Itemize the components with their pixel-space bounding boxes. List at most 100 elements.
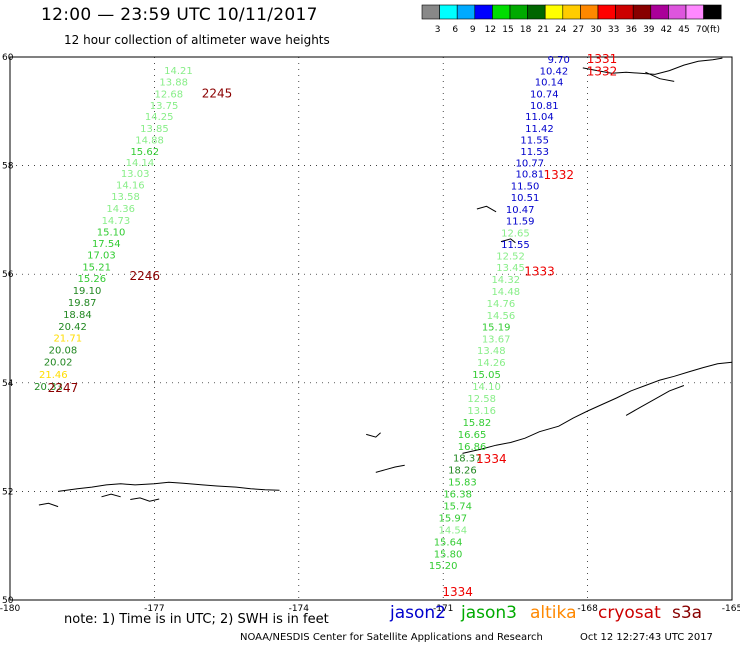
wave-height-label: 12.68 [155,89,184,100]
footer-credit: NOAA/NESDIS Center for Satellite Applica… [240,632,543,643]
coastline-segment [366,432,381,438]
satellite-legend-s3a: s3a [672,603,703,623]
wave-height-label: 13.16 [467,406,496,417]
wave-height-label: 19.87 [68,298,97,309]
wave-height-label: 13.75 [150,101,179,112]
wave-height-label: 14.25 [145,112,174,123]
time-label: 2247 [48,381,79,395]
wave-height-label: 11.55 [520,136,549,147]
lon-tick-label: -180 [0,604,20,614]
wave-height-label: 11.42 [525,124,554,135]
wave-height-label: 20.08 [49,346,78,357]
color-scale-label: 24 [555,25,567,35]
coastline-segment [625,385,685,416]
wave-height-label: 14.26 [477,358,506,369]
coastline-segment [101,493,121,498]
color-scale-label: 21 [537,25,548,35]
wave-height-label: 10.42 [540,67,569,78]
color-scale-label: 15 [502,25,513,35]
lon-tick-label: -165 [722,604,740,614]
color-scale-label: 3 [435,25,441,35]
lat-tick-label: 58 [2,162,14,172]
wave-height-label: 13.85 [140,124,169,135]
color-scale-label: 36 [625,25,637,35]
wave-height-label: 14.16 [116,181,145,192]
wave-height-label: 14.21 [164,66,193,77]
footer-timestamp: Oct 12 12:27:43 UTC 2017 [580,632,713,643]
wave-height-label: 19.10 [73,286,102,297]
wave-height-label: 15.21 [82,263,111,274]
color-scale-label: 9 [470,25,476,35]
satellite-legend-cryosat: cryosat [598,603,661,623]
coastline-segment [476,205,497,213]
color-swatch [703,4,722,20]
page-subtitle: 12 hour collection of altimeter wave hei… [64,33,330,47]
wave-height-label: 15.20 [429,561,458,572]
coastline-segment [130,497,160,502]
wave-height-label: 21.71 [53,334,82,345]
satellite-legend-jason2: jason2 [390,603,446,623]
wave-height-label: 12.58 [467,394,496,405]
wave-height-label: 15.10 [97,227,126,238]
satellite-legend-jason3: jason3 [461,603,517,623]
time-label: 1334 [442,585,473,599]
satellite-legend-altika: altika [530,603,577,623]
wave-height-label: 14.73 [102,216,131,227]
wave-height-label: 13.03 [121,169,150,180]
wave-height-label: 13.67 [482,334,511,345]
wave-height-label: 15.26 [78,274,107,285]
map-grid: -180 -177 -174 -171 -168 -165 60 58 56 54 52 50 [0,53,740,614]
lon-tick-label: -168 [577,604,598,614]
wave-height-label: 16.86 [458,442,487,453]
color-scale-label: 18 [520,25,532,35]
wave-height-label: 14.48 [491,287,520,298]
wave-height-label: 16.65 [458,430,487,441]
color-scale-label: 6 [452,25,458,35]
coastline [38,57,733,508]
wave-height-label: 14.36 [106,204,135,215]
map-frame [9,56,733,601]
coastline-segment [38,502,59,508]
color-scale-label: 27 [573,25,584,35]
wave-height-label: 10.74 [530,89,559,100]
time-label: 1333 [524,264,555,278]
color-scale-label: 45 [678,25,689,35]
lat-tick-label: 56 [2,270,14,280]
wave-height-label: 10.81 [530,101,559,112]
wave-height-label: 12.52 [496,252,525,263]
wave-height-label: 11.55 [501,240,530,251]
wave-height-label: 15.05 [472,370,501,381]
coastline-segment [462,361,733,454]
wave-height-label: 14.88 [135,136,164,147]
time-label: 1332 [543,168,574,182]
wave-height-label: 14.14 [126,158,155,169]
lon-tick-label: -171 [433,604,453,614]
wave-height-label: 10.47 [506,205,535,216]
color-scale-legend: 3 6 9 12 15 18 21 24 27 30 33 36 39 42 45 70 (ft) [421,4,722,35]
wave-height-label: 11.50 [511,182,540,193]
lon-tick-label: -174 [289,604,310,614]
wave-height-label: 15.74 [443,502,472,513]
wave-height-label: 9.70 [548,55,570,66]
wave-height-label: 16.38 [443,490,472,501]
wave-height-label: 18.84 [63,310,92,321]
wave-height-label: 15.80 [434,549,463,560]
wave-height-label: 15.64 [434,537,463,548]
wave-height-label: 17.03 [87,251,116,262]
wave-height-label: 10.77 [516,158,545,169]
footer-note: note: 1) Time is in UTC; 2) SWH is in fe… [64,612,329,627]
lat-tick-label: 54 [2,379,14,389]
wave-height-label: 10.14 [535,77,564,88]
time-label: 2245 [202,86,233,100]
wave-height-label: 11.04 [525,112,554,123]
lat-tick-label: 60 [2,53,14,63]
wave-height-label: 20.42 [58,322,87,333]
time-label: 2246 [129,269,160,283]
wave-height-label: 11.59 [506,216,535,227]
wave-height-label: 13.58 [111,192,140,203]
lat-tick-label: 50 [2,596,14,606]
color-scale-label: 70 [696,25,708,35]
wave-height-label: 20.33 [34,382,63,393]
wave-height-label: 14.56 [487,311,516,322]
